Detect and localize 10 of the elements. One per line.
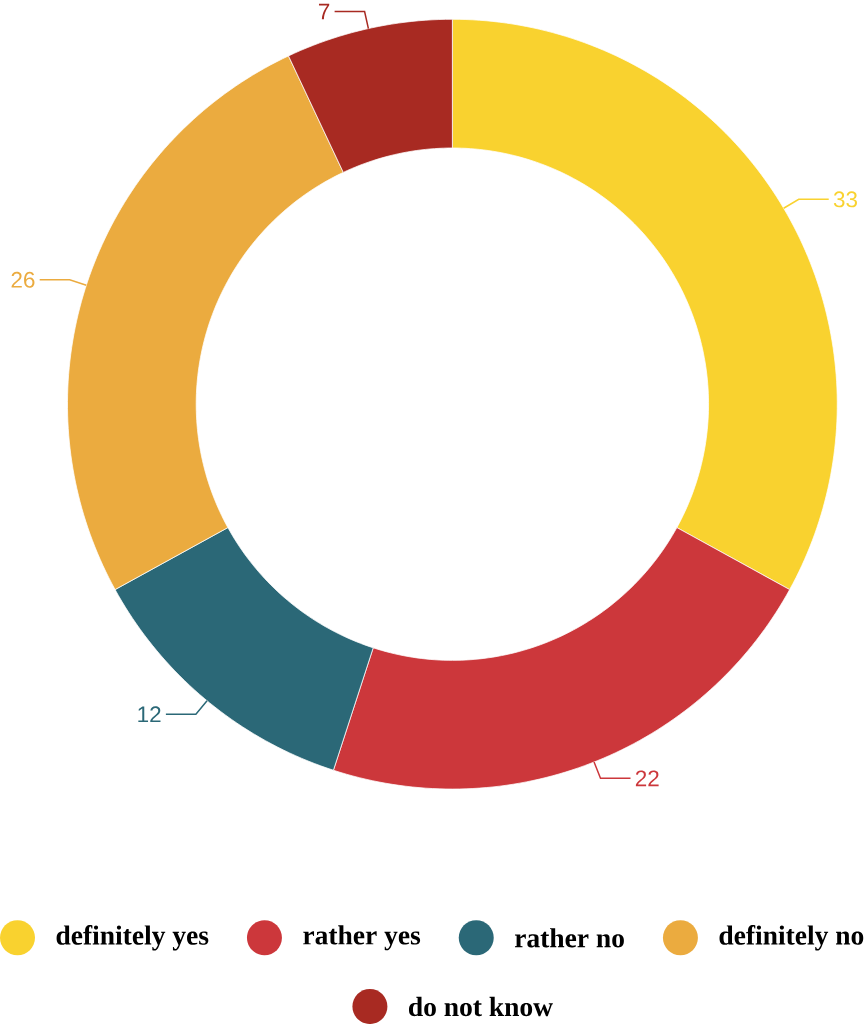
data-label: 7	[318, 3, 330, 20]
legend-label: definitely no	[719, 925, 864, 951]
legend-label: do not know	[408, 996, 553, 1017]
legend-label: rather yes	[303, 925, 420, 951]
data-label: 12	[138, 706, 161, 723]
data-label: 33	[833, 191, 857, 208]
data-label: 26	[11, 271, 35, 288]
legend-label: definitely yes	[56, 925, 209, 951]
data-label: 22	[635, 770, 659, 787]
legend-label: rather no	[514, 928, 624, 948]
